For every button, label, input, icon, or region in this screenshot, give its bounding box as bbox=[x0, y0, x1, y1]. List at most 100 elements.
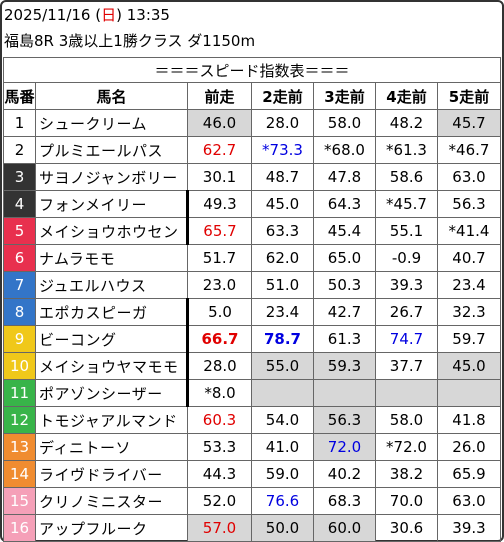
speed-index-4: 37.7 bbox=[375, 352, 438, 380]
speed-index-2: 55.0 bbox=[251, 352, 314, 380]
horse-name: サヨノジャンボリー bbox=[35, 163, 188, 191]
horse-name: ナムラモモ bbox=[35, 244, 188, 272]
col-header-3-races-ago: 3走前 bbox=[313, 82, 376, 110]
horse-name: トモジャアルマンド bbox=[35, 406, 188, 434]
speed-index-3: 58.0 bbox=[313, 109, 376, 137]
speed-index-4: 48.2 bbox=[375, 109, 438, 137]
horse-name: エポカスピーガ bbox=[35, 298, 189, 326]
speed-index-1: 51.7 bbox=[187, 244, 252, 272]
gate-number: 15 bbox=[3, 487, 36, 515]
speed-index-1: 23.0 bbox=[187, 271, 252, 299]
col-header-gate-number: 馬番 bbox=[3, 82, 36, 110]
gate-number: 10 bbox=[3, 352, 36, 380]
horse-name: プルミエールパス bbox=[35, 136, 188, 164]
speed-index-3: 40.2 bbox=[313, 460, 376, 488]
speed-index-5: 56.3 bbox=[436, 190, 502, 218]
speed-index-2 bbox=[251, 379, 314, 407]
speed-index-2: 50.0 bbox=[251, 514, 314, 542]
horse-name: ジュエルハウス bbox=[35, 271, 188, 299]
speed-index-3: 60.0 bbox=[313, 514, 376, 542]
speed-index-2: 59.0 bbox=[251, 460, 314, 488]
speed-index-3: 56.3 bbox=[313, 406, 376, 434]
gate-number: 8 bbox=[3, 298, 36, 326]
gate-number: 7 bbox=[3, 271, 36, 299]
horse-name: メイショウホウセン bbox=[35, 217, 189, 245]
horse-name: ライヴドライバー bbox=[35, 460, 188, 488]
weekday-open: ( bbox=[90, 6, 102, 24]
speed-index-5: 23.4 bbox=[436, 271, 502, 299]
speed-index-3: 45.4 bbox=[313, 217, 376, 245]
col-header-4-races-ago: 4走前 bbox=[375, 82, 438, 110]
speed-index-3: *68.0 bbox=[313, 136, 376, 164]
gate-number: 1 bbox=[3, 109, 36, 137]
horse-name: フォンメイリー bbox=[35, 190, 189, 218]
col-header-horse-name: 馬名 bbox=[35, 82, 188, 110]
race-time: 13:35 bbox=[126, 6, 170, 24]
table-row: 15 クリノミニスター 52.0 76.6 68.3 70.0 63.0 bbox=[3, 487, 502, 515]
gate-number: 14 bbox=[3, 460, 36, 488]
speed-index-1: 60.3 bbox=[187, 406, 252, 434]
speed-index-5: 40.7 bbox=[436, 244, 502, 272]
speed-index-3: 59.3 bbox=[313, 352, 376, 380]
speed-index-5: 45.0 bbox=[436, 352, 502, 380]
speed-index-4: 55.1 bbox=[375, 217, 438, 245]
table-row: 5 メイショウホウセン 65.7 63.3 45.4 55.1 *41.4 bbox=[3, 217, 502, 245]
speed-index-2: 76.6 bbox=[251, 487, 314, 515]
speed-index-3 bbox=[313, 379, 376, 407]
speed-index-4: 39.3 bbox=[375, 271, 438, 299]
table-row: 10 メイショウヤマモモ 28.0 55.0 59.3 37.7 45.0 bbox=[3, 352, 502, 380]
speed-index-table: ＝＝＝スピード指数表＝＝＝ 馬番 馬名 前走 2走前 3走前 4走前 5走前 1… bbox=[2, 57, 502, 542]
table-row: 7 ジュエルハウス 23.0 51.0 50.3 39.3 23.4 bbox=[3, 271, 502, 299]
speed-index-1: 5.0 bbox=[187, 298, 252, 326]
speed-index-4: 70.0 bbox=[375, 487, 438, 515]
race-info: 福島8R 3歳以上1勝クラス ダ1150m bbox=[4, 32, 256, 50]
speed-index-4 bbox=[375, 379, 438, 407]
speed-index-5: *46.7 bbox=[436, 136, 502, 164]
speed-index-1: 28.0 bbox=[187, 352, 252, 380]
speed-index-4: *45.7 bbox=[375, 190, 438, 218]
speed-index-3: 47.8 bbox=[313, 163, 376, 191]
speed-index-5: 65.9 bbox=[436, 460, 502, 488]
horse-name: ディニトーソ bbox=[35, 433, 188, 461]
gate-number: 5 bbox=[3, 217, 36, 245]
gate-number: 6 bbox=[3, 244, 36, 272]
speed-index-2: 54.0 bbox=[251, 406, 314, 434]
speed-index-4: -0.9 bbox=[375, 244, 438, 272]
speed-index-1: 52.0 bbox=[187, 487, 252, 515]
speed-index-4: 38.2 bbox=[375, 460, 438, 488]
horse-name: ビーコング bbox=[35, 325, 189, 353]
speed-index-3: 68.3 bbox=[313, 487, 376, 515]
gate-number: 9 bbox=[3, 325, 36, 353]
speed-index-1: 53.3 bbox=[187, 433, 252, 461]
gate-number: 16 bbox=[3, 514, 36, 542]
speed-index-1: 46.0 bbox=[187, 109, 252, 137]
speed-index-5: 26.0 bbox=[436, 433, 502, 461]
speed-index-1: 49.3 bbox=[187, 190, 252, 218]
race-datetime: 2025/11/16 (日) 13:35 bbox=[4, 5, 170, 25]
weekday: 日 bbox=[101, 6, 117, 24]
speed-index-3: 65.0 bbox=[313, 244, 376, 272]
horse-name: ポアゾンシーザー bbox=[35, 379, 189, 407]
table-row: 9 ビーコング 66.7 78.7 61.3 74.7 59.7 bbox=[3, 325, 502, 353]
speed-index-1: 57.0 bbox=[187, 514, 252, 542]
table-row: 2 プルミエールパス 62.7 *73.3 *68.0 *61.3 *46.7 bbox=[3, 136, 502, 164]
speed-index-5: 41.8 bbox=[436, 406, 502, 434]
speed-index-5: 32.3 bbox=[436, 298, 502, 326]
speed-index-2: *73.3 bbox=[251, 136, 314, 164]
gate-number: 12 bbox=[3, 406, 36, 434]
speed-index-4: *72.0 bbox=[375, 433, 438, 461]
speed-index-4: 26.7 bbox=[375, 298, 438, 326]
col-header-2-races-ago: 2走前 bbox=[251, 82, 314, 110]
speed-index-3: 64.3 bbox=[313, 190, 376, 218]
speed-index-1: 30.1 bbox=[187, 163, 252, 191]
table-title: ＝＝＝スピード指数表＝＝＝ bbox=[2, 57, 502, 83]
speed-index-5: 45.7 bbox=[436, 109, 502, 137]
speed-index-5: 59.7 bbox=[436, 325, 502, 353]
speed-index-5: 39.3 bbox=[436, 514, 502, 542]
gate-number: 2 bbox=[3, 136, 36, 164]
table-row: 4 フォンメイリー 49.3 45.0 64.3 *45.7 56.3 bbox=[3, 190, 502, 218]
race-date: 2025/11/16 bbox=[4, 6, 91, 24]
speed-index-2: 23.4 bbox=[251, 298, 314, 326]
speed-index-1: 44.3 bbox=[187, 460, 252, 488]
speed-index-5: *41.4 bbox=[436, 217, 502, 245]
